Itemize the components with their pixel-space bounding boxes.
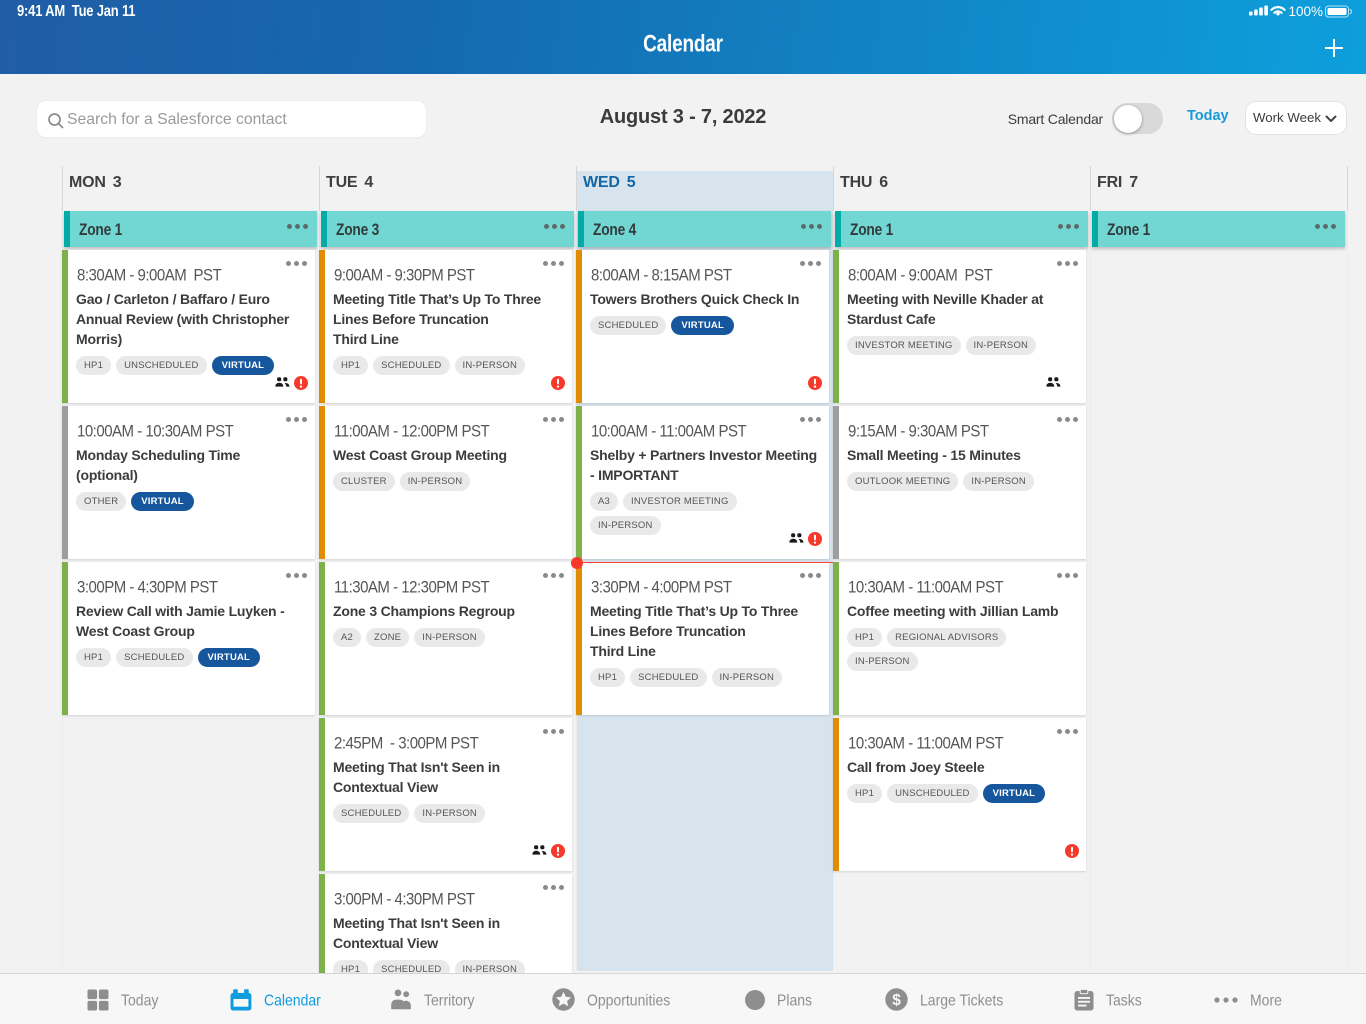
svg-text:$: $ (892, 992, 901, 1009)
svg-text:100%: 100% (1289, 4, 1324, 19)
